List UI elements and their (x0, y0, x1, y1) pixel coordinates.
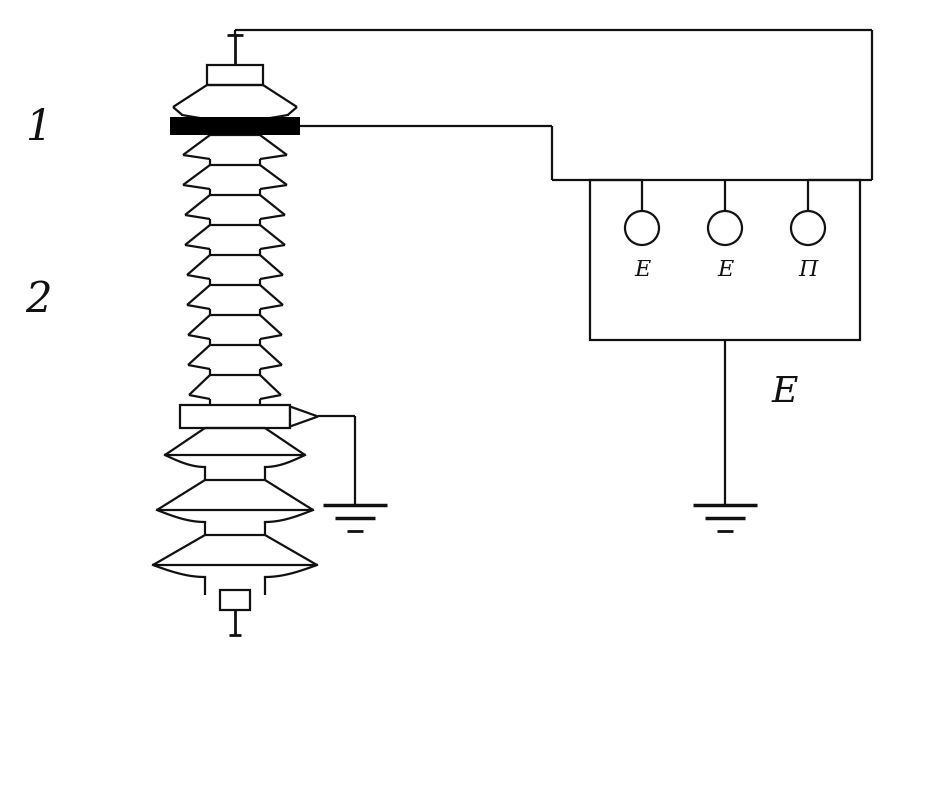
Bar (180, 405, 290, 428)
Text: Ε: Ε (717, 259, 733, 281)
Text: 2: 2 (25, 279, 51, 321)
Circle shape (625, 211, 659, 245)
Bar (170, 117, 300, 135)
Bar (590, 180, 860, 340)
Text: Π: Π (799, 259, 818, 281)
Circle shape (791, 211, 825, 245)
Text: Ε: Ε (634, 259, 650, 281)
Text: 1: 1 (25, 107, 51, 149)
Bar (220, 590, 250, 610)
Polygon shape (290, 406, 318, 426)
Circle shape (708, 211, 742, 245)
Bar (207, 65, 263, 85)
Text: Ε: Ε (771, 375, 798, 409)
